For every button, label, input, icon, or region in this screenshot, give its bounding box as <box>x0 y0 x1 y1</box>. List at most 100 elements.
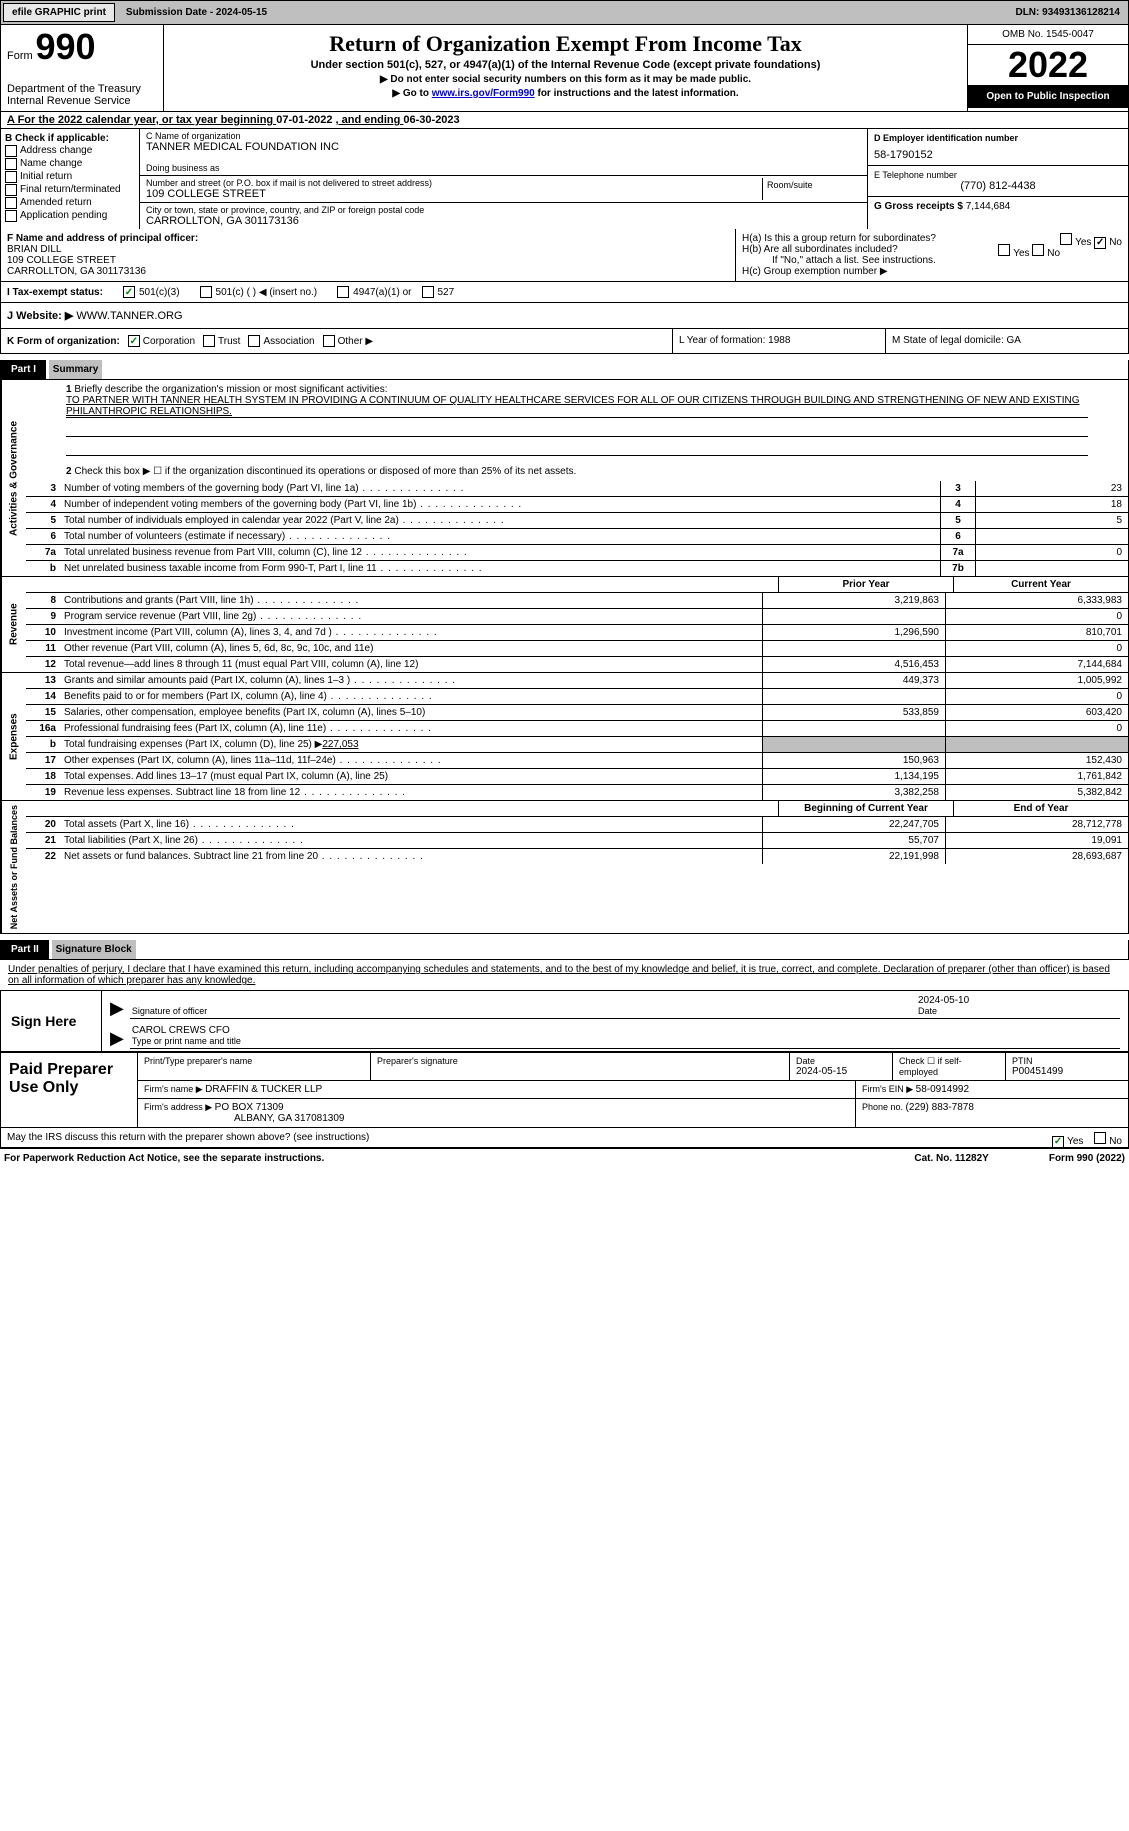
p16a <box>762 721 945 736</box>
phone-label: E Telephone number <box>874 170 1122 180</box>
chk-trust[interactable] <box>203 335 215 347</box>
col-c-org-info: C Name of organization TANNER MEDICAL FO… <box>140 129 868 229</box>
p9 <box>762 609 945 624</box>
c16b <box>945 737 1128 752</box>
c17: 152,430 <box>945 753 1128 768</box>
chk-527[interactable] <box>422 286 434 298</box>
c10: 810,701 <box>945 625 1128 640</box>
chk-corporation[interactable] <box>128 335 140 347</box>
note-ssn: ▶ Do not enter social security numbers o… <box>170 74 961 85</box>
p18: 1,134,195 <box>762 769 945 784</box>
officer-name-title: CAROL CREWS CFO <box>132 1025 1118 1036</box>
col-b-label: B Check if applicable: <box>5 133 135 144</box>
paid-preparer-label: Paid Preparer Use Only <box>1 1053 138 1127</box>
year-end: 06-30-2023 <box>403 114 459 126</box>
hb-yes[interactable] <box>998 244 1010 256</box>
row-calendar-year: A For the 2022 calendar year, or tax yea… <box>0 112 1129 129</box>
chk-name-change[interactable] <box>5 158 17 170</box>
p12: 4,516,453 <box>762 657 945 672</box>
gross-receipts-label: G Gross receipts $ <box>874 201 963 212</box>
part1-title: Summary <box>49 360 103 379</box>
p21: 55,707 <box>762 833 945 848</box>
chk-other[interactable] <box>323 335 335 347</box>
c11: 0 <box>945 641 1128 656</box>
website-row: J Website: ▶ WWW.TANNER.ORG <box>0 303 1129 329</box>
hdr-current: Current Year <box>953 577 1128 592</box>
activities-governance-section: Activities & Governance 1 Briefly descri… <box>0 380 1129 577</box>
discuss-yes[interactable] <box>1052 1136 1064 1148</box>
ptin: P00451499 <box>1012 1066 1122 1077</box>
page-footer: For Paperwork Reduction Act Notice, see … <box>0 1148 1129 1168</box>
dln: DLN: 93493136128214 <box>1015 7 1126 18</box>
c13: 1,005,992 <box>945 673 1128 688</box>
hb-no[interactable] <box>1032 244 1044 256</box>
org-name: TANNER MEDICAL FOUNDATION INC <box>146 141 861 153</box>
hb-note: If "No," attach a list. See instructions… <box>742 255 1122 266</box>
v-5: 5 <box>975 513 1128 528</box>
p20: 22,247,705 <box>762 817 945 832</box>
chk-address-change[interactable] <box>5 145 17 157</box>
tax-status-row: I Tax-exempt status: 501(c)(3) 501(c) ( … <box>0 282 1129 303</box>
paid-preparer-block: Paid Preparer Use Only Print/Type prepar… <box>0 1052 1129 1128</box>
form-prefix: Form <box>7 50 33 62</box>
chk-initial-return[interactable] <box>5 171 17 183</box>
chk-4947[interactable] <box>337 286 349 298</box>
net-assets-section: Net Assets or Fund Balances Beginning of… <box>0 801 1129 934</box>
efile-chip[interactable]: efile GRAPHIC print <box>3 3 115 22</box>
side-ag: Activities & Governance <box>1 380 26 576</box>
website-url: WWW.TANNER.ORG <box>76 310 182 322</box>
chk-501c[interactable] <box>200 286 212 298</box>
firm-addr2: ALBANY, GA 317081309 <box>144 1113 344 1124</box>
chk-application-pending[interactable] <box>5 210 17 222</box>
chk-501c3[interactable] <box>123 286 135 298</box>
chk-final-return[interactable] <box>5 184 17 196</box>
gross-receipts-value: 7,144,684 <box>966 201 1011 212</box>
street-value: 109 COLLEGE STREET <box>146 188 762 200</box>
note-goto: ▶ Go to www.irs.gov/Form990 for instruct… <box>170 88 961 99</box>
footer-right: Form 990 (2022) <box>1049 1153 1125 1164</box>
sig-officer-label: Signature of officer <box>132 1006 914 1016</box>
p17: 150,963 <box>762 753 945 768</box>
revenue-section: Revenue Prior YearCurrent Year 8Contribu… <box>0 577 1129 673</box>
c14: 0 <box>945 689 1128 704</box>
city-value: CARROLLTON, GA 301173136 <box>146 215 861 227</box>
col-d-info: D Employer identification number 58-1790… <box>868 129 1128 229</box>
expenses-section: Expenses 13Grants and similar amounts pa… <box>0 673 1129 801</box>
firm-phone: (229) 883-7878 <box>906 1102 974 1113</box>
declaration-text: Under penalties of perjury, I declare th… <box>0 960 1129 990</box>
year-begin: 07-01-2022 <box>276 114 332 126</box>
public-inspection: Open to Public Inspection <box>968 85 1128 108</box>
sign-here-block: Sign Here ▶ Signature of officer 2024-05… <box>0 990 1129 1052</box>
chk-association[interactable] <box>248 335 260 347</box>
state-domicile: M State of legal domicile: GA <box>886 329 1128 353</box>
c16a: 0 <box>945 721 1128 736</box>
room-suite-label: Room/suite <box>762 178 861 200</box>
ein-value: 58-1790152 <box>874 143 1122 161</box>
discuss-no[interactable] <box>1094 1132 1106 1144</box>
street-label: Number and street (or P.O. box if mail i… <box>146 178 762 188</box>
firm-ein: 58-0914992 <box>916 1084 969 1095</box>
submission-date: Submission Date - 2024-05-15 <box>118 4 275 21</box>
ein-label: D Employer identification number <box>874 133 1122 143</box>
ha-no[interactable] <box>1094 237 1106 249</box>
v-7b <box>975 561 1128 576</box>
form-number: 990 <box>35 26 95 67</box>
fundraising-exp: 227,053 <box>322 739 358 750</box>
identity-block: B Check if applicable: Address change Na… <box>0 129 1129 229</box>
side-revenue: Revenue <box>1 577 26 672</box>
ha-yes[interactable] <box>1060 233 1072 245</box>
hdr-eoy: End of Year <box>953 801 1128 816</box>
p15: 533,859 <box>762 705 945 720</box>
officer-label: F Name and address of principal officer: <box>7 233 729 244</box>
c19: 5,382,842 <box>945 785 1128 800</box>
chk-amended-return[interactable] <box>5 197 17 209</box>
side-expenses: Expenses <box>1 673 26 800</box>
sign-here-label: Sign Here <box>1 991 102 1051</box>
mission-text: TO PARTNER WITH TANNER HEALTH SYSTEM IN … <box>66 395 1088 417</box>
p22: 22,191,998 <box>762 849 945 864</box>
hdr-boc: Beginning of Current Year <box>778 801 953 816</box>
firm-name: DRAFFIN & TUCKER LLP <box>205 1084 322 1095</box>
tax-year: 2022 <box>968 45 1128 85</box>
irs-link[interactable]: www.irs.gov/Form990 <box>432 88 535 99</box>
c22: 28,693,687 <box>945 849 1128 864</box>
